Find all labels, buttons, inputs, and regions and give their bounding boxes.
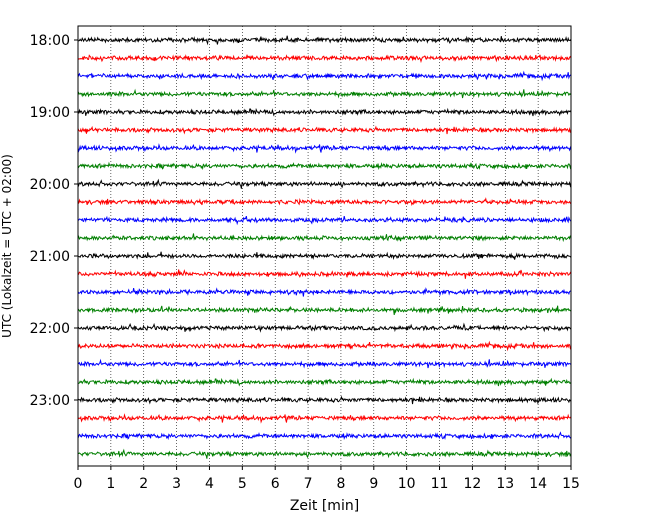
trace-1815 — [77, 54, 572, 64]
x-tick-label: 8 — [336, 476, 345, 492]
grid-lines — [110, 26, 539, 466]
x-tick-label: 12 — [463, 476, 481, 492]
seismic-traces — [77, 35, 572, 459]
trace-2045 — [77, 233, 572, 243]
trace-2000 — [77, 178, 572, 189]
y-tick-label: 19:00 — [30, 105, 70, 121]
trace-1845 — [77, 88, 572, 99]
x-tick-label: 14 — [529, 476, 547, 492]
trace-2330 — [77, 431, 572, 441]
x-tick-label: 1 — [106, 476, 115, 492]
x-tick-label: 6 — [271, 476, 280, 492]
y-axis-ticks: 18:00 19:00 20:00 21:00 22:00 23:00 — [30, 33, 78, 409]
y-tick-label: 21:00 — [30, 249, 70, 265]
trace-1800 — [77, 35, 572, 46]
trace-2300 — [77, 395, 572, 405]
trace-2115 — [77, 269, 572, 279]
x-tick-label: 9 — [369, 476, 378, 492]
x-tick-label: 10 — [398, 476, 416, 492]
plot-frame — [77, 25, 572, 467]
x-tick-label: 5 — [238, 476, 247, 492]
trace-2315 — [77, 413, 572, 424]
x-tick-label: 11 — [431, 476, 449, 492]
x-tick-label: 7 — [304, 476, 313, 492]
x-tick-label: 4 — [205, 476, 214, 492]
trace-1930 — [77, 143, 572, 154]
trace-2215 — [77, 340, 572, 352]
trace-2245 — [77, 377, 572, 387]
x-axis-ticks: 0 1 2 3 4 5 6 7 8 9 10 11 12 13 14 15 — [74, 466, 580, 492]
x-axis-label: Zeit [min] — [290, 498, 359, 514]
trace-1915 — [77, 125, 572, 135]
trace-1830 — [77, 70, 572, 82]
trace-2100 — [77, 251, 572, 261]
x-tick-label: 2 — [139, 476, 148, 492]
trace-2015 — [77, 197, 572, 207]
y-tick-label: 23:00 — [30, 393, 70, 409]
x-tick-label: 0 — [74, 476, 83, 492]
trace-2200 — [77, 322, 572, 333]
trace-1945 — [77, 161, 572, 171]
x-tick-label: 3 — [172, 476, 181, 492]
trace-2030 — [77, 215, 572, 226]
x-tick-label: 13 — [496, 476, 514, 492]
x-tick-label: 15 — [562, 476, 580, 492]
y-axis-label: UTC (Lokalzeit = UTC + 02:00) — [0, 154, 14, 338]
y-tick-label: 18:00 — [30, 33, 70, 49]
trace-2145 — [77, 305, 572, 315]
trace-2345 — [77, 448, 572, 459]
trace-1900 — [77, 107, 572, 117]
trace-2230 — [77, 358, 572, 369]
y-tick-label: 20:00 — [30, 177, 70, 193]
trace-2130 — [77, 287, 572, 297]
y-tick-label: 22:00 — [30, 321, 70, 337]
